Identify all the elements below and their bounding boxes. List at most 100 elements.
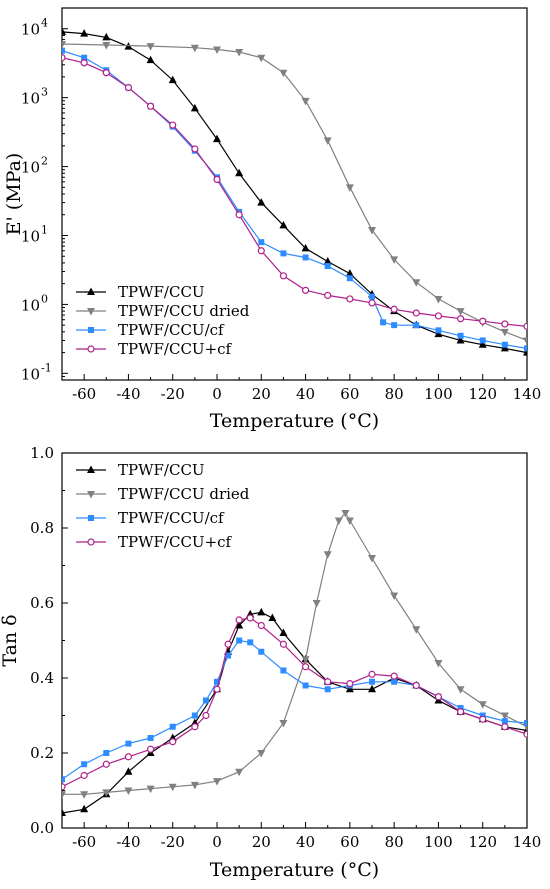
data-point xyxy=(413,322,420,329)
legend-entry: TPWF/CCU dried xyxy=(118,485,250,503)
data-point xyxy=(479,337,486,344)
data-point xyxy=(235,768,244,777)
y-tick-label: 10 xyxy=(21,365,40,383)
data-point xyxy=(346,680,354,688)
x-axis-label: Temperature (°C) xyxy=(210,859,379,881)
x-tick-label: 140 xyxy=(513,833,542,851)
data-point xyxy=(368,555,376,563)
x-tick-label: 80 xyxy=(385,385,404,403)
data-point xyxy=(225,652,232,659)
series-layer xyxy=(62,510,527,816)
data-point xyxy=(213,685,221,693)
data-point xyxy=(390,592,399,600)
data-point xyxy=(324,686,331,693)
data-point xyxy=(279,272,288,280)
data-point xyxy=(62,808,66,816)
data-point xyxy=(190,44,199,53)
x-tick-label: -60 xyxy=(72,385,96,403)
data-point xyxy=(257,247,265,255)
data-point xyxy=(80,804,89,813)
data-point xyxy=(301,656,310,664)
data-point xyxy=(412,626,421,634)
data-point xyxy=(434,312,443,320)
data-point xyxy=(500,712,509,720)
series-line xyxy=(62,57,527,327)
data-point xyxy=(302,682,309,689)
data-point xyxy=(346,275,353,282)
data-point xyxy=(412,681,420,690)
data-point xyxy=(369,293,375,300)
data-point xyxy=(102,32,111,41)
data-point xyxy=(324,678,332,686)
data-point xyxy=(478,701,487,709)
data-point xyxy=(213,778,221,786)
data-point xyxy=(280,667,287,674)
data-point xyxy=(391,678,398,685)
x-tick-label: 40 xyxy=(296,385,315,403)
data-point xyxy=(390,672,398,680)
data-point xyxy=(80,29,89,37)
chart-tan-delta: -60 -40 -20 0 20 40 60 80 100 120 140 0.0 0.2 0.4 0.6 0… xyxy=(0,444,541,881)
legend-marker xyxy=(87,287,95,295)
data-point xyxy=(169,738,177,746)
data-point xyxy=(501,341,508,348)
data-point xyxy=(146,43,155,51)
data-point xyxy=(191,145,199,153)
legend-marker xyxy=(88,327,94,333)
legend-entry: TPWF/CCU+cf xyxy=(118,533,233,551)
x-tick-label: 100 xyxy=(424,833,453,851)
data-point xyxy=(368,670,376,678)
data-point xyxy=(202,697,209,704)
data-point xyxy=(434,329,443,338)
data-point xyxy=(258,239,265,246)
data-point xyxy=(345,517,354,525)
data-point xyxy=(524,720,527,726)
series-line xyxy=(62,617,527,788)
data-point xyxy=(257,750,266,758)
data-point xyxy=(523,730,527,738)
x-tick-label: 120 xyxy=(468,385,497,403)
data-point xyxy=(523,322,527,330)
data-point xyxy=(147,735,154,741)
x-tick-label: 140 xyxy=(513,385,542,403)
data-point xyxy=(323,137,332,145)
data-point xyxy=(345,184,354,192)
data-point xyxy=(235,211,243,219)
data-point xyxy=(191,712,198,719)
data-point xyxy=(369,678,375,685)
data-point xyxy=(324,263,331,270)
data-point xyxy=(80,771,88,780)
y-tick-exponent: -1 xyxy=(41,361,52,374)
data-point xyxy=(102,69,110,77)
y-tick-label: 10 xyxy=(21,227,40,245)
y-tick-label: 10 xyxy=(21,296,40,314)
data-point xyxy=(279,640,288,648)
series-line xyxy=(62,511,527,795)
data-point xyxy=(501,718,508,725)
data-point xyxy=(247,639,254,646)
data-point xyxy=(80,791,89,799)
data-point xyxy=(412,279,421,287)
data-point xyxy=(312,600,321,608)
data-point xyxy=(81,54,88,61)
data-point xyxy=(479,317,487,325)
data-point xyxy=(368,299,376,307)
data-point xyxy=(368,227,376,235)
y-tick-label: 0.4 xyxy=(30,669,54,687)
data-point xyxy=(334,517,343,525)
data-point xyxy=(124,767,133,775)
data-point xyxy=(280,250,287,257)
data-point xyxy=(103,750,110,756)
legend-marker xyxy=(87,345,95,353)
y-tick-label: 0.6 xyxy=(30,594,54,612)
data-point xyxy=(190,781,199,790)
data-point xyxy=(456,686,465,694)
data-point xyxy=(62,54,66,62)
data-point xyxy=(279,628,288,636)
data-point xyxy=(257,198,266,206)
data-point xyxy=(412,309,420,317)
data-point xyxy=(235,621,244,629)
data-point xyxy=(235,48,244,57)
data-point xyxy=(213,175,221,184)
